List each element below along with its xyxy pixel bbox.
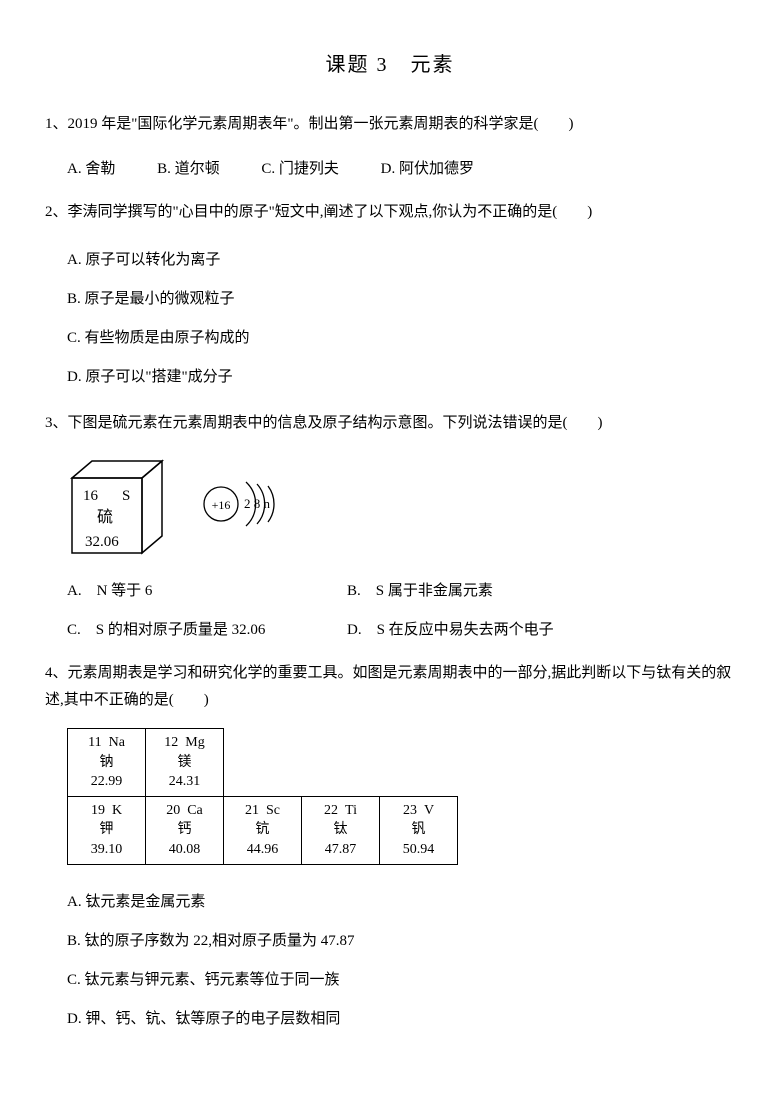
q2-text: 2、李涛同学撰写的"心目中的原子"短文中,阐述了以下观点,你认为不正确的是( ) [45,196,735,229]
cube-name: 硫 [97,508,113,526]
page-title: 课题 3 元素 [45,50,735,80]
q4-opt-a: A. 钛元素是金属元素 [67,883,735,922]
cube-sym: S [122,488,130,504]
q4-opt-c: C. 钛元素与钾元素、钙元素等位于同一族 [67,961,735,1000]
q1-opt-d: D. 阿伏加德罗 [381,161,474,177]
q2-opt-c: C. 有些物质是由原子构成的 [67,319,735,358]
q3-text: 3、下图是硫元素在元素周期表中的信息及原子结构示意图。下列说法错误的是( ) [45,407,735,440]
cell-ca: 20 Ca 钙 40.08 [146,796,224,864]
q1-options: A. 舍勒 B. 道尔顿 C. 门捷列夫 D. 阿伏加德罗 [45,153,735,186]
q2-opt-b: B. 原子是最小的微观粒子 [67,280,735,319]
q1-opt-c: C. 门捷列夫 [261,161,339,177]
cell-k: 19 K 钾 39.10 [68,796,146,864]
cube-num: 16 [83,488,99,504]
q2-opt-d: D. 原子可以"搭建"成分子 [67,358,735,397]
question-2: 2、李涛同学撰写的"心目中的原子"短文中,阐述了以下观点,你认为不正确的是( )… [45,196,735,397]
q3-figure: 16 S 硫 32.06 +16 2 8 n [67,458,735,558]
q4-opt-d: D. 钾、钙、钪、钛等原子的电子层数相同 [67,1000,735,1039]
cell-ti: 22 Ti 钛 47.87 [302,796,380,864]
q4-text: 4、元素周期表是学习和研究化学的重要工具。如图是元素周期表中的一部分,据此判断以… [45,660,735,714]
periodic-table-fragment: 11 Na 钠 22.99 12 Mg 镁 24.31 19 K 钾 39.10… [67,728,458,865]
question-1: 1、2019 年是"国际化学元素周期表年"。制出第一张元素周期表的科学家是( )… [45,108,735,186]
q4-options: A. 钛元素是金属元素 B. 钛的原子序数为 22,相对原子质量为 47.87 … [45,883,735,1039]
q1-text: 1、2019 年是"国际化学元素周期表年"。制出第一张元素周期表的科学家是( ) [45,108,735,141]
cube-mass: 32.06 [85,534,119,550]
cell-v: 23 V 钒 50.94 [380,796,458,864]
q4-opt-b: B. 钛的原子序数为 22,相对原子质量为 47.87 [67,922,735,961]
question-4: 4、元素周期表是学习和研究化学的重要工具。如图是元素周期表中的一部分,据此判断以… [45,660,735,1039]
q3-opt-c: C. S 的相对原子质量是 32.06 [67,611,347,650]
q3-opt-b: B. S 属于非金属元素 [347,572,493,611]
q1-opt-a: A. 舍勒 [67,161,115,177]
cell-na: 11 Na 钠 22.99 [68,729,146,797]
atom-shells: 2 8 n [244,496,271,511]
cell-sc: 21 Sc 钪 44.96 [224,796,302,864]
q3-opt-a: A. N 等于 6 [67,572,347,611]
question-3: 3、下图是硫元素在元素周期表中的信息及原子结构示意图。下列说法错误的是( ) 1… [45,407,735,650]
cell-mg: 12 Mg 镁 24.31 [146,729,224,797]
sulfur-cube-icon: 16 S 硫 32.06 [67,458,177,558]
q1-opt-b: B. 道尔顿 [157,161,220,177]
atom-structure-icon: +16 2 8 n [199,468,299,548]
atom-core: +16 [212,498,231,512]
q2-options: A. 原子可以转化为离子 B. 原子是最小的微观粒子 C. 有些物质是由原子构成… [45,241,735,397]
q2-opt-a: A. 原子可以转化为离子 [67,241,735,280]
q3-opt-d: D. S 在反应中易失去两个电子 [347,611,554,650]
q3-options: A. N 等于 6 B. S 属于非金属元素 C. S 的相对原子质量是 32.… [45,572,735,650]
